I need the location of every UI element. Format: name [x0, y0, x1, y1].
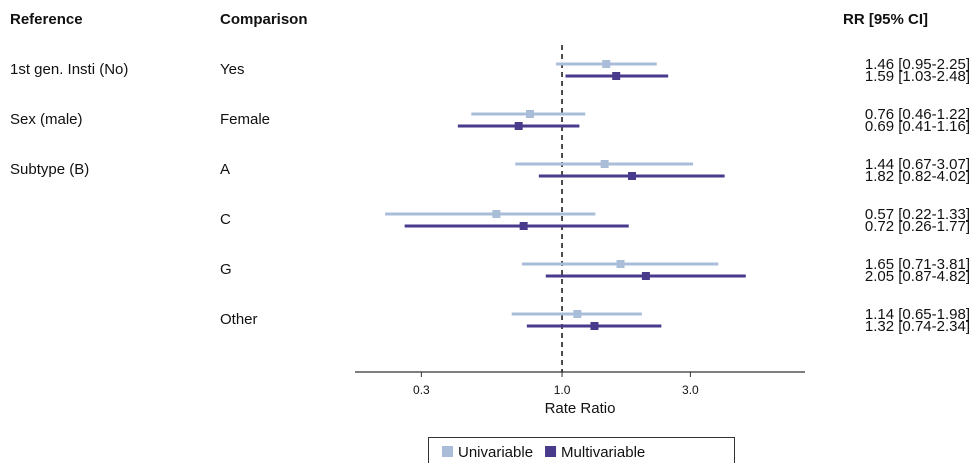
legend-label: Multivariable	[561, 444, 645, 461]
rr-label: 0.69 [0.41-1.16]	[865, 118, 970, 135]
rr-label: 1.32 [0.74-2.34]	[865, 318, 970, 335]
x-axis-label: Rate Ratio	[545, 400, 616, 417]
comparison-label: C	[220, 211, 231, 228]
estimate-point	[616, 260, 625, 268]
rr-label: 1.44 [0.67-3.07]	[865, 156, 970, 173]
header-reference: Reference	[10, 11, 83, 28]
comparison-label: Yes	[220, 61, 244, 78]
header-rr: RR [95% CI]	[843, 11, 928, 28]
x-tick-label: 1.0	[554, 383, 571, 397]
estimate-point	[602, 60, 611, 68]
estimate-point	[519, 222, 528, 230]
comparison-label: A	[220, 161, 230, 178]
rr-label: 0.76 [0.46-1.22]	[865, 106, 970, 123]
legend-label: Univariable	[458, 444, 533, 461]
estimate-point	[612, 72, 621, 80]
estimate-point	[525, 110, 534, 118]
reference-label: Sex (male)	[10, 111, 83, 128]
comparison-label: Female	[220, 111, 270, 128]
legend-swatch	[442, 446, 453, 457]
x-tick-label: 3.0	[682, 383, 699, 397]
reference-label: Subtype (B)	[10, 161, 89, 178]
reference-label: 1st gen. Insti (No)	[10, 61, 128, 78]
x-tick-label: 0.3	[413, 383, 430, 397]
rr-label: 1.82 [0.82-4.02]	[865, 168, 970, 185]
comparison-label: Other	[220, 311, 258, 328]
estimate-point	[641, 272, 650, 280]
estimate-point	[514, 122, 523, 130]
estimate-point	[590, 322, 599, 330]
rr-label: 1.59 [1.03-2.48]	[865, 68, 970, 85]
rr-label: 0.72 [0.26-1.77]	[865, 218, 970, 235]
estimate-point	[573, 310, 582, 318]
estimate-point	[492, 210, 501, 218]
rr-label: 0.57 [0.22-1.33]	[865, 206, 970, 223]
estimate-point	[600, 160, 609, 168]
rr-label: 1.65 [0.71-3.81]	[865, 256, 970, 273]
header-comparison: Comparison	[220, 11, 308, 28]
comparison-label: G	[220, 261, 232, 278]
rr-label: 2.05 [0.87-4.82]	[865, 268, 970, 285]
legend-swatch	[545, 446, 557, 457]
rr-label: 1.14 [0.65-1.98]	[865, 306, 970, 323]
rr-label: 1.46 [0.95-2.25]	[865, 56, 970, 73]
estimate-point	[628, 172, 637, 180]
